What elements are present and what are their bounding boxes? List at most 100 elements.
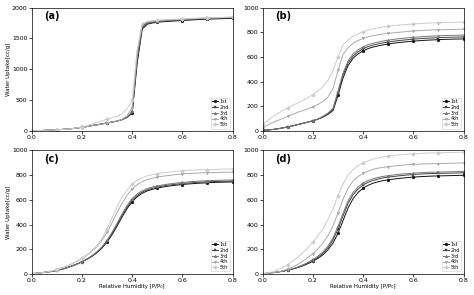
- 3rd: [180, 181, 185, 184]
- 1st: [84, 258, 90, 261]
- 3rd: [29, 272, 35, 276]
- 4th: [380, 165, 386, 169]
- 4th: [39, 129, 45, 132]
- 2nd: [89, 254, 95, 258]
- 5th: [295, 255, 301, 259]
- 5th: [461, 150, 466, 154]
- 5th: [225, 167, 230, 171]
- 5th: [64, 127, 70, 131]
- 5th: [340, 182, 346, 186]
- 4th: [79, 257, 85, 260]
- 3rd: [405, 172, 411, 175]
- 5th: [145, 20, 150, 23]
- 3rd: [230, 16, 236, 19]
- 3rd: [89, 124, 95, 127]
- 3rd: [315, 117, 321, 121]
- 2nd: [461, 35, 466, 39]
- 3rd: [44, 270, 50, 274]
- 5th: [94, 121, 100, 124]
- Y-axis label: Water Uptake[cc/g]: Water Uptake[cc/g]: [6, 42, 10, 96]
- 1st: [430, 38, 436, 42]
- 5th: [270, 115, 275, 119]
- 4th: [356, 39, 361, 42]
- 2nd: [330, 108, 336, 111]
- 5th: [446, 21, 451, 24]
- 4th: [155, 175, 160, 179]
- 4th: [99, 122, 105, 126]
- 2nd: [380, 41, 386, 45]
- 3rd: [305, 261, 311, 264]
- 2nd: [190, 17, 195, 21]
- 3rd: [295, 123, 301, 126]
- 3rd: [74, 262, 80, 266]
- 5th: [69, 262, 75, 266]
- 1st: [129, 111, 135, 115]
- 3rd: [195, 179, 201, 183]
- 1st: [360, 186, 366, 190]
- 3rd: [174, 18, 180, 22]
- 5th: [441, 151, 447, 155]
- 2nd: [315, 255, 321, 259]
- 4th: [315, 247, 321, 251]
- 4th: [74, 260, 80, 263]
- 3rd: [300, 122, 306, 125]
- 2nd: [365, 181, 371, 184]
- 3rd: [200, 179, 205, 183]
- 3rd: [149, 20, 155, 24]
- 3rd: [446, 170, 451, 173]
- 1st: [94, 251, 100, 254]
- 3rd: [260, 272, 265, 276]
- 1st: [49, 128, 55, 132]
- 1st: [456, 174, 461, 177]
- 1st: [210, 181, 215, 184]
- 4th: [260, 126, 265, 130]
- 2nd: [356, 50, 361, 53]
- 3rd: [280, 269, 286, 273]
- 5th: [64, 264, 70, 268]
- 1st: [170, 184, 175, 187]
- 5th: [395, 23, 401, 27]
- 5th: [315, 234, 321, 238]
- 1st: [44, 270, 50, 274]
- 1st: [59, 268, 65, 271]
- 1st: [34, 271, 40, 275]
- 3rd: [190, 17, 195, 21]
- 1st: [461, 173, 466, 177]
- 3rd: [164, 19, 170, 22]
- 5th: [69, 127, 75, 130]
- 4th: [270, 271, 275, 274]
- 1st: [79, 260, 85, 263]
- 4th: [195, 17, 201, 20]
- 2nd: [170, 183, 175, 186]
- 3rd: [345, 199, 351, 203]
- 3rd: [380, 39, 386, 43]
- 5th: [79, 125, 85, 129]
- 2nd: [134, 194, 140, 197]
- 3rd: [285, 268, 291, 272]
- 2nd: [54, 269, 60, 272]
- 4th: [285, 115, 291, 118]
- 3rd: [84, 257, 90, 261]
- 4th: [385, 165, 391, 168]
- 5th: [350, 35, 356, 38]
- 1st: [99, 122, 105, 126]
- 3rd: [84, 125, 90, 128]
- 2nd: [340, 214, 346, 218]
- 4th: [270, 121, 275, 124]
- 4th: [99, 239, 105, 242]
- 2nd: [210, 17, 215, 20]
- 1st: [114, 119, 120, 123]
- 4th: [405, 30, 411, 33]
- 1st: [456, 37, 461, 41]
- 2nd: [99, 122, 105, 126]
- 5th: [275, 112, 281, 115]
- 1st: [360, 49, 366, 53]
- 3rd: [410, 35, 416, 39]
- 3rd: [225, 178, 230, 182]
- 3rd: [365, 179, 371, 182]
- 3rd: [285, 125, 291, 129]
- 2nd: [430, 172, 436, 175]
- 1st: [200, 181, 205, 185]
- 4th: [69, 127, 75, 130]
- 1st: [155, 21, 160, 24]
